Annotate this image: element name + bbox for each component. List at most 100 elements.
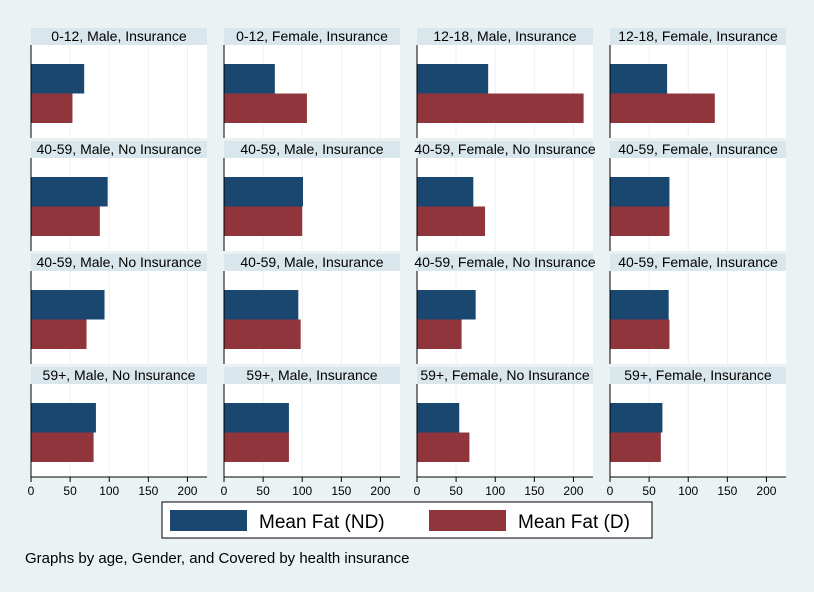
legend-label-nd: Mean Fat (ND) <box>259 512 385 533</box>
bar-d <box>417 93 584 123</box>
x-tick-label: 0 <box>414 484 421 498</box>
bar-d <box>224 93 307 123</box>
panel-title: 40-59, Male, Insurance <box>240 254 383 270</box>
x-tick-label: 150 <box>524 484 544 498</box>
x-axis: 0 50 100 150 200 <box>414 476 593 498</box>
bar-nd <box>224 403 289 433</box>
bar-nd <box>31 290 105 320</box>
x-tick-label: 200 <box>370 484 390 498</box>
panel-title: 40-59, Male, No Insurance <box>37 141 202 157</box>
x-tick-label: 0 <box>28 484 35 498</box>
panel: 59+, Male, No Insurance <box>30 367 207 477</box>
x-tick-label: 0 <box>221 484 228 498</box>
panel-title: 59+, Female, Insurance <box>624 367 772 383</box>
bar-nd <box>417 403 460 433</box>
panel: 40-59, Female, Insurance <box>609 141 786 251</box>
bar-nd <box>224 64 275 94</box>
panel: 40-59, Male, Insurance <box>223 141 400 251</box>
x-tick-label: 50 <box>63 484 77 498</box>
legend-label-d: Mean Fat (D) <box>518 512 630 533</box>
bar-d <box>610 93 715 123</box>
panel: 59+, Male, Insurance <box>223 367 400 477</box>
x-tick-label: 100 <box>485 484 505 498</box>
panel-strip <box>31 141 207 158</box>
panel: 12-18, Male, Insurance <box>416 28 593 138</box>
bar-nd <box>417 177 474 207</box>
bar-nd <box>610 177 670 207</box>
bar-d <box>224 319 301 349</box>
legend-swatch-d <box>429 510 506 531</box>
panel-strip <box>224 141 400 158</box>
bar-nd <box>417 64 489 94</box>
bar-nd <box>31 177 108 207</box>
x-tick-label: 200 <box>177 484 197 498</box>
panel: 40-59, Male, No Insurance <box>30 141 207 251</box>
legend-swatch-nd <box>170 510 247 531</box>
panel-title: 40-59, Female, Insurance <box>618 141 778 157</box>
x-axis: 0 50 100 150 200 <box>221 476 400 498</box>
bar-d <box>417 432 470 462</box>
bar-d <box>224 432 289 462</box>
panel: 0-12, Male, Insurance <box>30 28 207 138</box>
panel-title: 59+, Female, No Insurance <box>420 367 589 383</box>
x-tick-label: 50 <box>642 484 656 498</box>
panel-strip <box>417 367 593 384</box>
panel-strip <box>417 28 593 45</box>
panel-strip <box>610 141 786 158</box>
bar-nd <box>224 177 304 207</box>
x-tick-label: 100 <box>678 484 698 498</box>
panel-strip <box>610 28 786 45</box>
panel-title: 59+, Male, Insurance <box>246 367 377 383</box>
x-tick-label: 0 <box>607 484 614 498</box>
panel-title: 12-18, Female, Insurance <box>618 28 778 44</box>
bar-nd <box>610 403 663 433</box>
x-tick-label: 100 <box>292 484 312 498</box>
panel: 59+, Female, No Insurance <box>416 367 593 477</box>
bar-nd <box>610 64 668 94</box>
panel: 40-59, Female, No Insurance <box>414 254 596 364</box>
panel-title: 0-12, Female, Insurance <box>236 28 388 44</box>
panel-strip <box>31 254 207 271</box>
bar-d <box>610 206 670 236</box>
x-tick-label: 200 <box>563 484 583 498</box>
panel-strip <box>610 367 786 384</box>
bar-d <box>417 319 462 349</box>
bar-d <box>31 206 100 236</box>
panel: 40-59, Male, No Insurance <box>30 254 207 364</box>
panel: 40-59, Female, Insurance <box>609 254 786 364</box>
x-axis: 0 50 100 150 200 <box>28 476 207 498</box>
x-tick-label: 100 <box>99 484 119 498</box>
panel-strip <box>31 28 207 45</box>
bar-d <box>417 206 486 236</box>
x-tick-label: 150 <box>717 484 737 498</box>
panel-title: 59+, Male, No Insurance <box>43 367 196 383</box>
x-tick-label: 150 <box>138 484 158 498</box>
bar-nd <box>610 290 669 320</box>
panel-title: 40-59, Female, Insurance <box>618 254 778 270</box>
x-tick-label: 50 <box>256 484 270 498</box>
chart-note: Graphs by age, Gender, and Covered by he… <box>25 550 409 567</box>
panel-strip <box>224 367 400 384</box>
panel: 40-59, Male, Insurance <box>223 254 400 364</box>
bar-d <box>31 319 87 349</box>
bar-d <box>610 319 670 349</box>
panel-title: 40-59, Female, No Insurance <box>414 141 596 157</box>
panel-title: 12-18, Male, Insurance <box>433 28 576 44</box>
panel-title: 0-12, Male, Insurance <box>51 28 187 44</box>
bar-nd <box>417 290 476 320</box>
bar-d <box>224 206 303 236</box>
panel-strip <box>224 254 400 271</box>
panel: 12-18, Female, Insurance <box>609 28 786 138</box>
panel-title: 40-59, Male, No Insurance <box>37 254 202 270</box>
x-axis: 0 50 100 150 200 <box>607 476 786 498</box>
panel-title: 40-59, Female, No Insurance <box>414 254 596 270</box>
panel-title: 40-59, Male, Insurance <box>240 141 383 157</box>
bar-d <box>610 432 661 462</box>
bar-nd <box>31 64 85 94</box>
x-axes: 0 50 100 150 200 0 50 100 150 200 0 50 100 150 200 0 50 1… <box>28 476 786 498</box>
panels: 0-12, Male, Insurance 0-12, Female, Insur… <box>30 28 786 477</box>
panel-strip <box>417 254 593 271</box>
panel-strip <box>224 28 400 45</box>
bar-nd <box>31 403 96 433</box>
